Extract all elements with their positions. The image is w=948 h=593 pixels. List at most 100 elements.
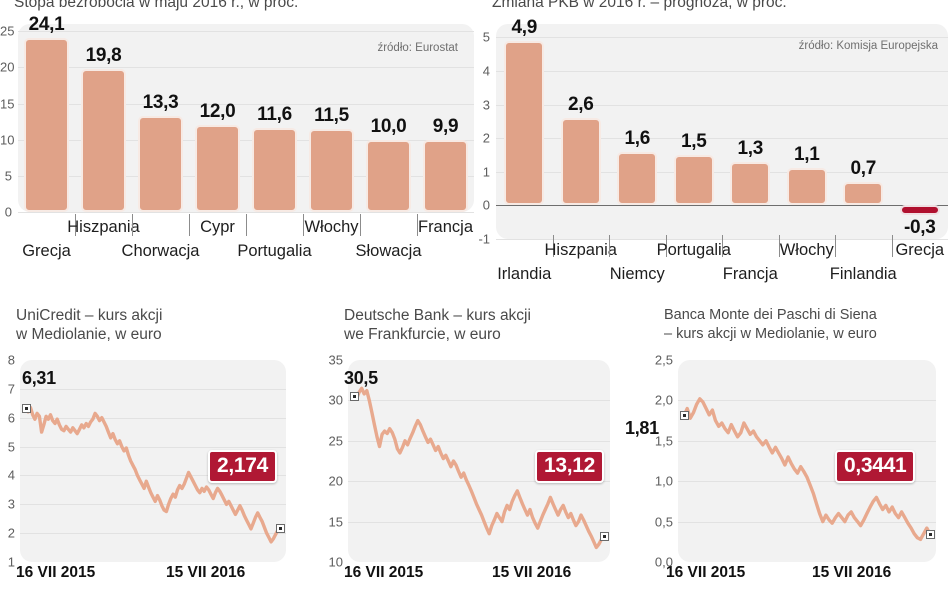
bar-value-francja: 9,9	[432, 116, 459, 138]
category-tick	[246, 214, 247, 236]
bar-hiszpania	[81, 68, 126, 212]
y-axis-tick-label: 15	[0, 96, 15, 112]
deutschebank-line-chart: Deutsche Bank – kurs akcji we Frankfurci…	[320, 300, 650, 593]
category-tick	[835, 235, 836, 257]
unicredit-title-line1: UniCredit – kurs akcji	[16, 307, 163, 324]
y-axis-tick-label: 10	[0, 132, 15, 148]
category-tick	[417, 214, 418, 236]
bar-hiszpania	[560, 118, 601, 206]
bar-chorwacja	[138, 115, 183, 212]
y-axis-tick-label: 15	[328, 514, 343, 530]
category-label-portugalia: Portugalia	[237, 242, 312, 260]
y-axis-tick-label: 3	[7, 496, 15, 512]
bar-francja	[423, 140, 468, 212]
top-titles-clip: Stopa bezrobocia w maju 2016 r., w proc.…	[0, 0, 948, 12]
category-label-włochy: Włochy	[779, 241, 834, 259]
category-label-francja: Francja	[722, 265, 778, 283]
category-tick	[778, 235, 780, 257]
y-axis-tick-label: 2,0	[654, 392, 673, 408]
category-label-portugalia: Portugalia	[656, 241, 731, 259]
bar-włochy	[786, 168, 827, 206]
y-axis-tick-label: -1	[478, 231, 490, 247]
gridline	[20, 446, 286, 448]
y-axis-tick-label: 8	[7, 352, 15, 368]
y-axis-tick-label: 2	[482, 130, 490, 146]
y-axis-tick-label: 20	[328, 473, 343, 489]
category-tick	[609, 235, 610, 257]
y-axis-tick-label: 1,0	[654, 473, 673, 489]
bar-value-słowacja: 10,0	[370, 115, 407, 137]
gridline	[678, 440, 936, 442]
mps-current-price-badge: 0,3441	[835, 450, 916, 483]
bar-value-finlandia: 0,7	[850, 157, 877, 179]
bar-value-grecja: 24,1	[28, 13, 65, 35]
category-label-irlandia: Irlandia	[497, 265, 552, 283]
gdp-source-label: źródło: Komisja Europejska	[798, 40, 938, 52]
unemployment-bar-chart: źródło: Eurostat 25 20 15 10 5 0 24,1 Grecja 19,…	[0, 0, 474, 292]
gridline	[18, 139, 474, 141]
price-line-svg	[24, 405, 282, 544]
y-axis-tick-label: 2	[7, 525, 15, 541]
unicredit-current-price-badge: 2,174	[208, 450, 278, 483]
y-axis-tick-label: 20	[0, 59, 15, 75]
bar-włochy	[309, 128, 354, 212]
bar-value-irlandia: 4,9	[511, 16, 538, 38]
bar-niemcy	[617, 151, 658, 206]
end-point-marker	[275, 523, 285, 533]
bar-value-cypr: 12,0	[199, 101, 236, 123]
gridline	[496, 171, 948, 173]
category-tick	[75, 214, 76, 236]
bar-value-włochy: 1,1	[793, 144, 820, 166]
bar-value-portugalia: 1,5	[680, 131, 707, 153]
start-point-marker	[21, 404, 31, 414]
bar-value-hiszpania: 2,6	[567, 94, 594, 116]
gridline	[348, 481, 610, 483]
end-point-marker	[925, 529, 935, 539]
category-label-grecja: Grecja	[22, 242, 71, 260]
gridline	[18, 67, 474, 69]
y-axis-tick-label: 30	[328, 392, 343, 408]
category-tick	[552, 235, 554, 257]
gridline	[18, 31, 474, 33]
gridline	[20, 533, 286, 535]
unicredit-x-end-label: 15 VII 2016	[166, 564, 246, 581]
category-label-grecja: Grecja	[895, 241, 945, 259]
deutschebank-title-line1: Deutsche Bank – kurs akcji	[344, 307, 531, 324]
gdp-chart-title: Zmiana PKB w 2016 r. – prognoza, w proc.	[492, 0, 787, 11]
gridline	[678, 521, 936, 523]
bar-portugalia	[673, 155, 714, 206]
gridline	[20, 475, 286, 477]
gridline	[20, 417, 286, 419]
gridline	[496, 37, 948, 39]
category-label-cypr: Cypr	[200, 218, 235, 236]
category-tick	[360, 214, 361, 236]
y-axis-tick-label: 1,5	[654, 433, 673, 449]
y-axis-tick-label: 0,5	[654, 514, 673, 530]
gridline	[20, 388, 286, 390]
y-axis-tick-label: 5	[4, 168, 12, 184]
unicredit-line-chart: UniCredit – kurs akcji w Mediolanie, w e…	[0, 300, 320, 593]
y-axis-tick-label: 4	[482, 63, 490, 79]
unicredit-start-value: 6,31	[22, 368, 56, 388]
category-tick	[722, 235, 723, 257]
start-point-marker	[679, 411, 689, 421]
deutschebank-current-price-badge: 13,12	[535, 450, 605, 483]
category-label-niemcy: Niemcy	[609, 265, 665, 283]
deutschebank-start-value: 30,5	[344, 368, 378, 388]
gridline	[348, 440, 610, 442]
bar-finlandia	[843, 181, 884, 206]
price-line	[352, 386, 606, 550]
y-axis-tick-label: 25	[328, 433, 343, 449]
mps-x-end-label: 15 VII 2016	[812, 564, 892, 581]
y-axis-tick-label: 3	[482, 97, 490, 113]
category-label-włochy: Włochy	[304, 218, 359, 236]
mps-start-value: 1,81	[625, 418, 659, 438]
category-label-hiszpania: Hiszpania	[67, 218, 140, 236]
bar-cypr	[195, 125, 240, 212]
price-line	[682, 397, 932, 542]
start-point-marker	[349, 391, 359, 401]
bar-value-portugalia: 11,6	[257, 104, 292, 126]
deutschebank-x-start-label: 16 VII 2015	[344, 564, 424, 581]
y-axis-tick-label: 0	[4, 204, 12, 220]
deutschebank-title-line2: we Frankfurcie, w euro	[344, 326, 501, 343]
